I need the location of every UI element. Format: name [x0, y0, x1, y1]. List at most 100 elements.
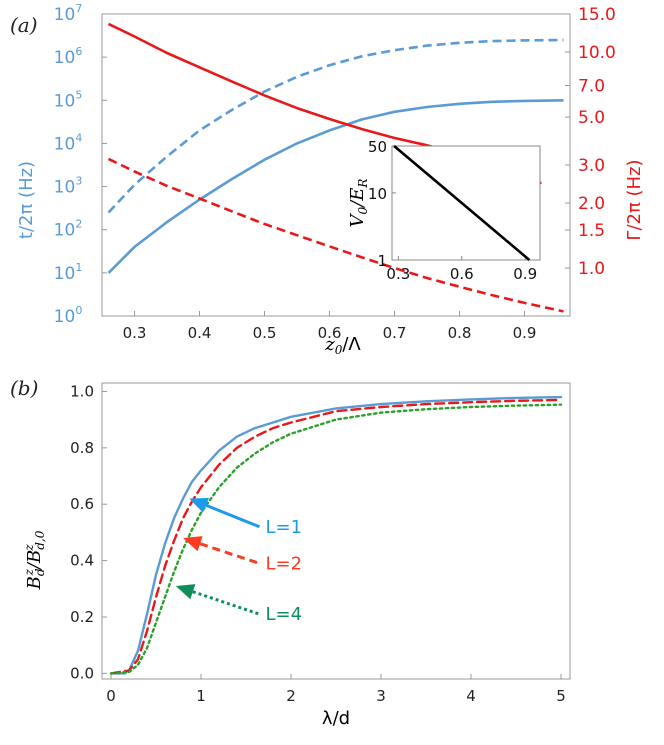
panel-b-tag: (b) — [10, 376, 38, 400]
b-y-tick-label: 0.4 — [70, 552, 94, 570]
left-tick-label: 100 — [54, 304, 83, 327]
left-tick-exp: 0 — [75, 304, 82, 317]
x-tick-label: 0.6 — [318, 324, 342, 342]
panel-a-right-ticks: 1.0 1.5 2.0 3.0 5.0 7.0 10.0 15.0 — [565, 5, 616, 279]
left-tick-label: 107 — [54, 2, 83, 25]
left-tick-base: 10 — [54, 5, 76, 25]
b-ylabel-sup2: z — [22, 544, 36, 552]
left-tick-base: 10 — [54, 48, 76, 68]
annotation-arrow-head — [189, 497, 209, 513]
annotation-arrow-shaft — [205, 503, 261, 529]
xlabel-sub: 0 — [335, 343, 343, 357]
legend-label: L=2 — [266, 553, 303, 574]
left-tick-exp: 6 — [75, 45, 82, 58]
b-ylabel-slash: /B — [24, 550, 45, 571]
panel-a-left-axis-title: t/2π (Hz) — [16, 161, 37, 239]
x-tick-label: 0.3 — [123, 324, 147, 342]
b-y-tick-label: 1.0 — [70, 382, 94, 400]
xlabel-rest: /Λ — [342, 334, 361, 355]
inset-series — [393, 145, 531, 261]
left-tick-base: 10 — [54, 91, 76, 111]
left-tick-exp: 1 — [75, 261, 82, 274]
inset-series-line — [393, 145, 531, 261]
left-tick-base: 10 — [54, 307, 76, 327]
b-ylabel-p1: B — [24, 576, 45, 590]
b-x-tick-label: 3 — [376, 687, 386, 705]
panel-b-x-ticks: 0 1 2 3 4 5 — [106, 674, 566, 705]
left-tick-base: 10 — [54, 221, 76, 241]
series-right-solid-2 — [107, 22, 441, 151]
panel-b-y-axis-title: Bdz/Bd,0z — [22, 530, 47, 590]
legend-label: L=4 — [266, 604, 303, 625]
series-l2 — [109, 398, 563, 675]
b-x-tick-label: 0 — [106, 687, 116, 705]
right-tick-label: 10.0 — [578, 43, 616, 63]
right-tick-label: 15.0 — [578, 5, 616, 25]
left-tick-exp: 4 — [75, 131, 82, 144]
left-tick-label: 103 — [54, 175, 83, 198]
inset-ylabel-sub: 0 — [356, 206, 370, 214]
left-tick-base: 10 — [54, 178, 76, 198]
inset-y-tick-label: 50 — [368, 138, 387, 156]
right-tick-label: 2.0 — [578, 194, 605, 214]
right-tick-label: 1.5 — [578, 221, 605, 241]
left-tick-exp: 2 — [75, 218, 82, 231]
b-y-tick-label: 0.8 — [70, 439, 94, 457]
right-tick-label: 3.0 — [578, 156, 605, 176]
inset-ylabel-mid: /E — [347, 188, 368, 209]
x-tick-label: 0.4 — [188, 324, 212, 342]
inset-plot: 0.3 0.6 0.9 1 10 50 V0/ER — [347, 138, 541, 283]
left-tick-base: 10 — [54, 264, 76, 284]
left-tick-label: 102 — [54, 218, 83, 241]
left-tick-exp: 5 — [75, 88, 82, 101]
x-tick-label: 0.8 — [448, 324, 472, 342]
right-tick-label: 5.0 — [578, 108, 605, 128]
left-tick-label: 104 — [54, 131, 83, 154]
b-ylabel-sup1: z — [22, 568, 36, 576]
annotation-arrow-shaft — [192, 590, 260, 616]
series-left-solid-0 — [107, 99, 564, 274]
panel-a-x-axis-title: z0/Λ — [324, 334, 361, 357]
x-tick-label: 0.7 — [383, 324, 407, 342]
series-l1 — [109, 395, 563, 675]
panel-b-series — [109, 395, 563, 675]
panel-b-y-ticks: 0.0 0.2 0.4 0.6 0.8 1.0 — [70, 382, 107, 682]
inset-x-tick-label: 0.3 — [386, 265, 410, 283]
b-x-tick-label: 1 — [196, 687, 206, 705]
inset-y-axis-title: V0/ER — [347, 179, 370, 228]
panel-a-right-axis-title: Γ/2π (Hz) — [624, 159, 645, 240]
inset-y-tick-label: 10 — [368, 185, 387, 203]
inset-x-tick-label: 0.9 — [513, 265, 537, 283]
left-tick-base: 10 — [54, 134, 76, 154]
right-tick-label: 7.0 — [578, 77, 605, 97]
b-x-tick-label: 4 — [466, 687, 476, 705]
b-ylabel-sub1: d — [33, 568, 47, 576]
xlabel-main: z — [324, 334, 335, 355]
b-y-tick-label: 0.0 — [70, 664, 94, 682]
left-tick-label: 101 — [54, 261, 83, 284]
inset-ylabel-sub2: R — [356, 179, 370, 189]
legend-label: L=1 — [266, 517, 303, 538]
panel-a-x-ticks: 0.3 0.4 0.5 0.6 0.7 0.8 0.9 — [123, 311, 537, 342]
b-y-tick-label: 0.2 — [70, 608, 94, 626]
series-left-dashed-1 — [107, 38, 564, 214]
series-l4 — [109, 403, 563, 675]
b-y-tick-label: 0.6 — [70, 495, 94, 513]
panel-b-x-axis-title: λ/d — [322, 708, 350, 729]
x-tick-label: 0.9 — [513, 324, 537, 342]
inset-ylabel-main: V — [347, 212, 368, 227]
inset-x-ticks: 0.3 0.6 0.9 — [386, 256, 537, 283]
inset-y-tick-label: 1 — [377, 252, 387, 270]
panel-b-annotations: L=1 L=2 L=4 — [175, 497, 303, 625]
series-right-dashed-4 — [107, 157, 564, 313]
panel-a-tag: (a) — [10, 13, 38, 37]
x-tick-label: 0.5 — [253, 324, 277, 342]
annotation-arrow-head — [175, 584, 196, 600]
left-tick-exp: 3 — [75, 175, 82, 188]
b-x-tick-label: 2 — [286, 687, 296, 705]
right-tick-label: 1.0 — [578, 259, 605, 279]
b-ylabel-sub2: d,0 — [33, 530, 47, 549]
